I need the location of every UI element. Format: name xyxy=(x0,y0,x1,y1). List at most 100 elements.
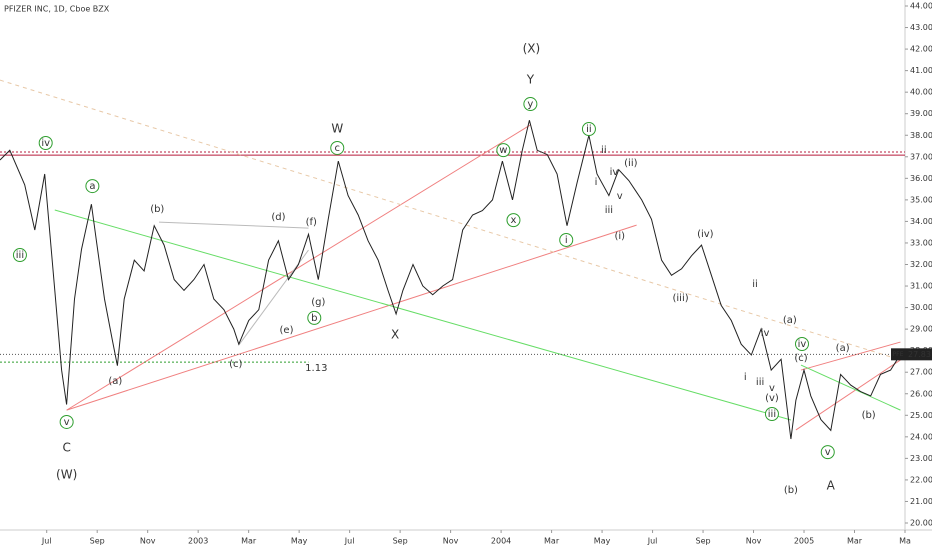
x-tick-label: 2005 xyxy=(794,537,814,546)
wave-label: (X) xyxy=(523,42,541,56)
x-tick-label: 2003 xyxy=(188,537,208,546)
wave-label: (a) xyxy=(108,376,122,387)
wave-label: (ii) xyxy=(624,158,637,169)
x-tick-label: Mar xyxy=(847,537,863,546)
wave-label: (iii) xyxy=(673,293,689,304)
wave-label: A xyxy=(827,478,836,492)
wave-label: i xyxy=(744,372,747,383)
y-tick-label: 24.00 xyxy=(910,432,932,441)
y-tick-label: 30.00 xyxy=(910,303,932,312)
wave-label: Y xyxy=(526,73,535,87)
wave-label: v xyxy=(64,417,70,428)
wave-label: (g) xyxy=(311,297,325,308)
wave-label: v xyxy=(825,447,831,458)
x-tick-label: Jul xyxy=(647,537,658,546)
wave-label: x xyxy=(511,215,517,226)
wave-circle xyxy=(820,445,835,460)
wave-label: iii xyxy=(768,409,776,420)
wave-label: w xyxy=(499,145,507,156)
y-tick-label: 43.00 xyxy=(910,23,932,32)
wave-label: iv xyxy=(41,138,50,149)
price-tag xyxy=(905,348,932,361)
x-tick-label: Nov xyxy=(443,537,459,546)
wave-circle xyxy=(38,136,53,151)
wave-label: i xyxy=(565,235,568,246)
y-tick-label: 40.00 xyxy=(910,88,932,97)
wave-label: (W) xyxy=(56,467,77,481)
wave-circle xyxy=(496,143,511,158)
trend-line xyxy=(800,341,901,371)
wave-circle xyxy=(506,213,521,228)
wave-label: (a) xyxy=(836,343,850,354)
y-tick-label: 31.00 xyxy=(910,282,932,291)
y-tick-label: 21.00 xyxy=(910,497,932,506)
wave-label: (i) xyxy=(614,231,625,242)
x-tick-label: Sep xyxy=(90,537,105,546)
x-tick-label: 2004 xyxy=(491,537,511,546)
wave-label: iv xyxy=(761,328,770,339)
y-tick-label: 23.00 xyxy=(910,454,932,463)
wave-circle xyxy=(307,310,322,325)
wave-label: (c) xyxy=(794,353,807,364)
wave-label: b xyxy=(311,313,317,324)
wave-label: ii xyxy=(601,145,607,156)
wave-label: ii xyxy=(752,279,758,290)
wave-label: (iv) xyxy=(697,229,714,240)
y-tick-label: 38.00 xyxy=(910,131,932,140)
wave-label: y xyxy=(527,99,533,110)
wave-label: c xyxy=(335,143,341,154)
wave-label: iii xyxy=(756,377,764,388)
x-tick-label: Nov xyxy=(140,537,156,546)
wave-label: v xyxy=(617,191,623,202)
y-tick-label: 29.00 xyxy=(910,325,932,334)
y-tick-label: 44.00 xyxy=(910,2,932,11)
wave-label: v xyxy=(769,383,775,394)
y-tick-label: 35.00 xyxy=(910,195,932,204)
wave-circle xyxy=(85,179,100,194)
y-tick-label: 33.00 xyxy=(910,238,932,247)
wave-label: (f) xyxy=(306,217,317,228)
wave-label: a xyxy=(89,181,95,192)
x-tick-label: May xyxy=(291,537,308,546)
wave-circle xyxy=(795,336,810,351)
wave-label: iii xyxy=(16,250,24,261)
wave-label: W xyxy=(331,122,343,136)
x-tick-label: Sep xyxy=(393,537,408,546)
chart-title: PFIZER INC, 1D, Cboe BZX xyxy=(4,5,110,14)
wave-circle xyxy=(523,97,538,112)
wave-label: (c) xyxy=(229,359,242,370)
trend-line xyxy=(159,221,309,229)
trend-line xyxy=(66,124,531,411)
x-tick-label: Sep xyxy=(696,537,711,546)
wave-label: (b) xyxy=(862,410,876,421)
wave-circle xyxy=(12,248,27,263)
trend-line xyxy=(238,249,309,346)
wave-label: 1.13 xyxy=(305,363,327,374)
y-tick-label: 34.00 xyxy=(910,217,932,226)
wave-label: (b) xyxy=(150,204,164,215)
y-tick-label: 37.00 xyxy=(910,152,932,161)
wave-circle xyxy=(59,414,74,429)
price-label: 27.83 xyxy=(908,350,931,359)
y-tick-label: 22.00 xyxy=(910,475,932,484)
wave-label: C xyxy=(62,441,70,455)
y-tick-label: 20.00 xyxy=(910,519,932,528)
wave-label: (d) xyxy=(271,212,285,223)
y-tick-label: 41.00 xyxy=(910,66,932,75)
x-tick-label: Jul xyxy=(41,537,52,546)
trend-line xyxy=(800,364,901,411)
symbol-tag xyxy=(891,348,905,361)
trend-line xyxy=(0,79,901,361)
y-tick-label: 36.00 xyxy=(910,174,932,183)
wave-label: (e) xyxy=(280,325,294,336)
wave-circle xyxy=(581,122,596,137)
y-tick-label: 32.00 xyxy=(910,260,932,269)
x-tick-label: Mar xyxy=(544,537,560,546)
wave-label: X xyxy=(391,327,399,341)
y-tick-label: 27.00 xyxy=(910,368,932,377)
wave-label: i xyxy=(595,177,598,188)
trend-line xyxy=(54,209,792,421)
wave-label: (v) xyxy=(765,393,779,404)
